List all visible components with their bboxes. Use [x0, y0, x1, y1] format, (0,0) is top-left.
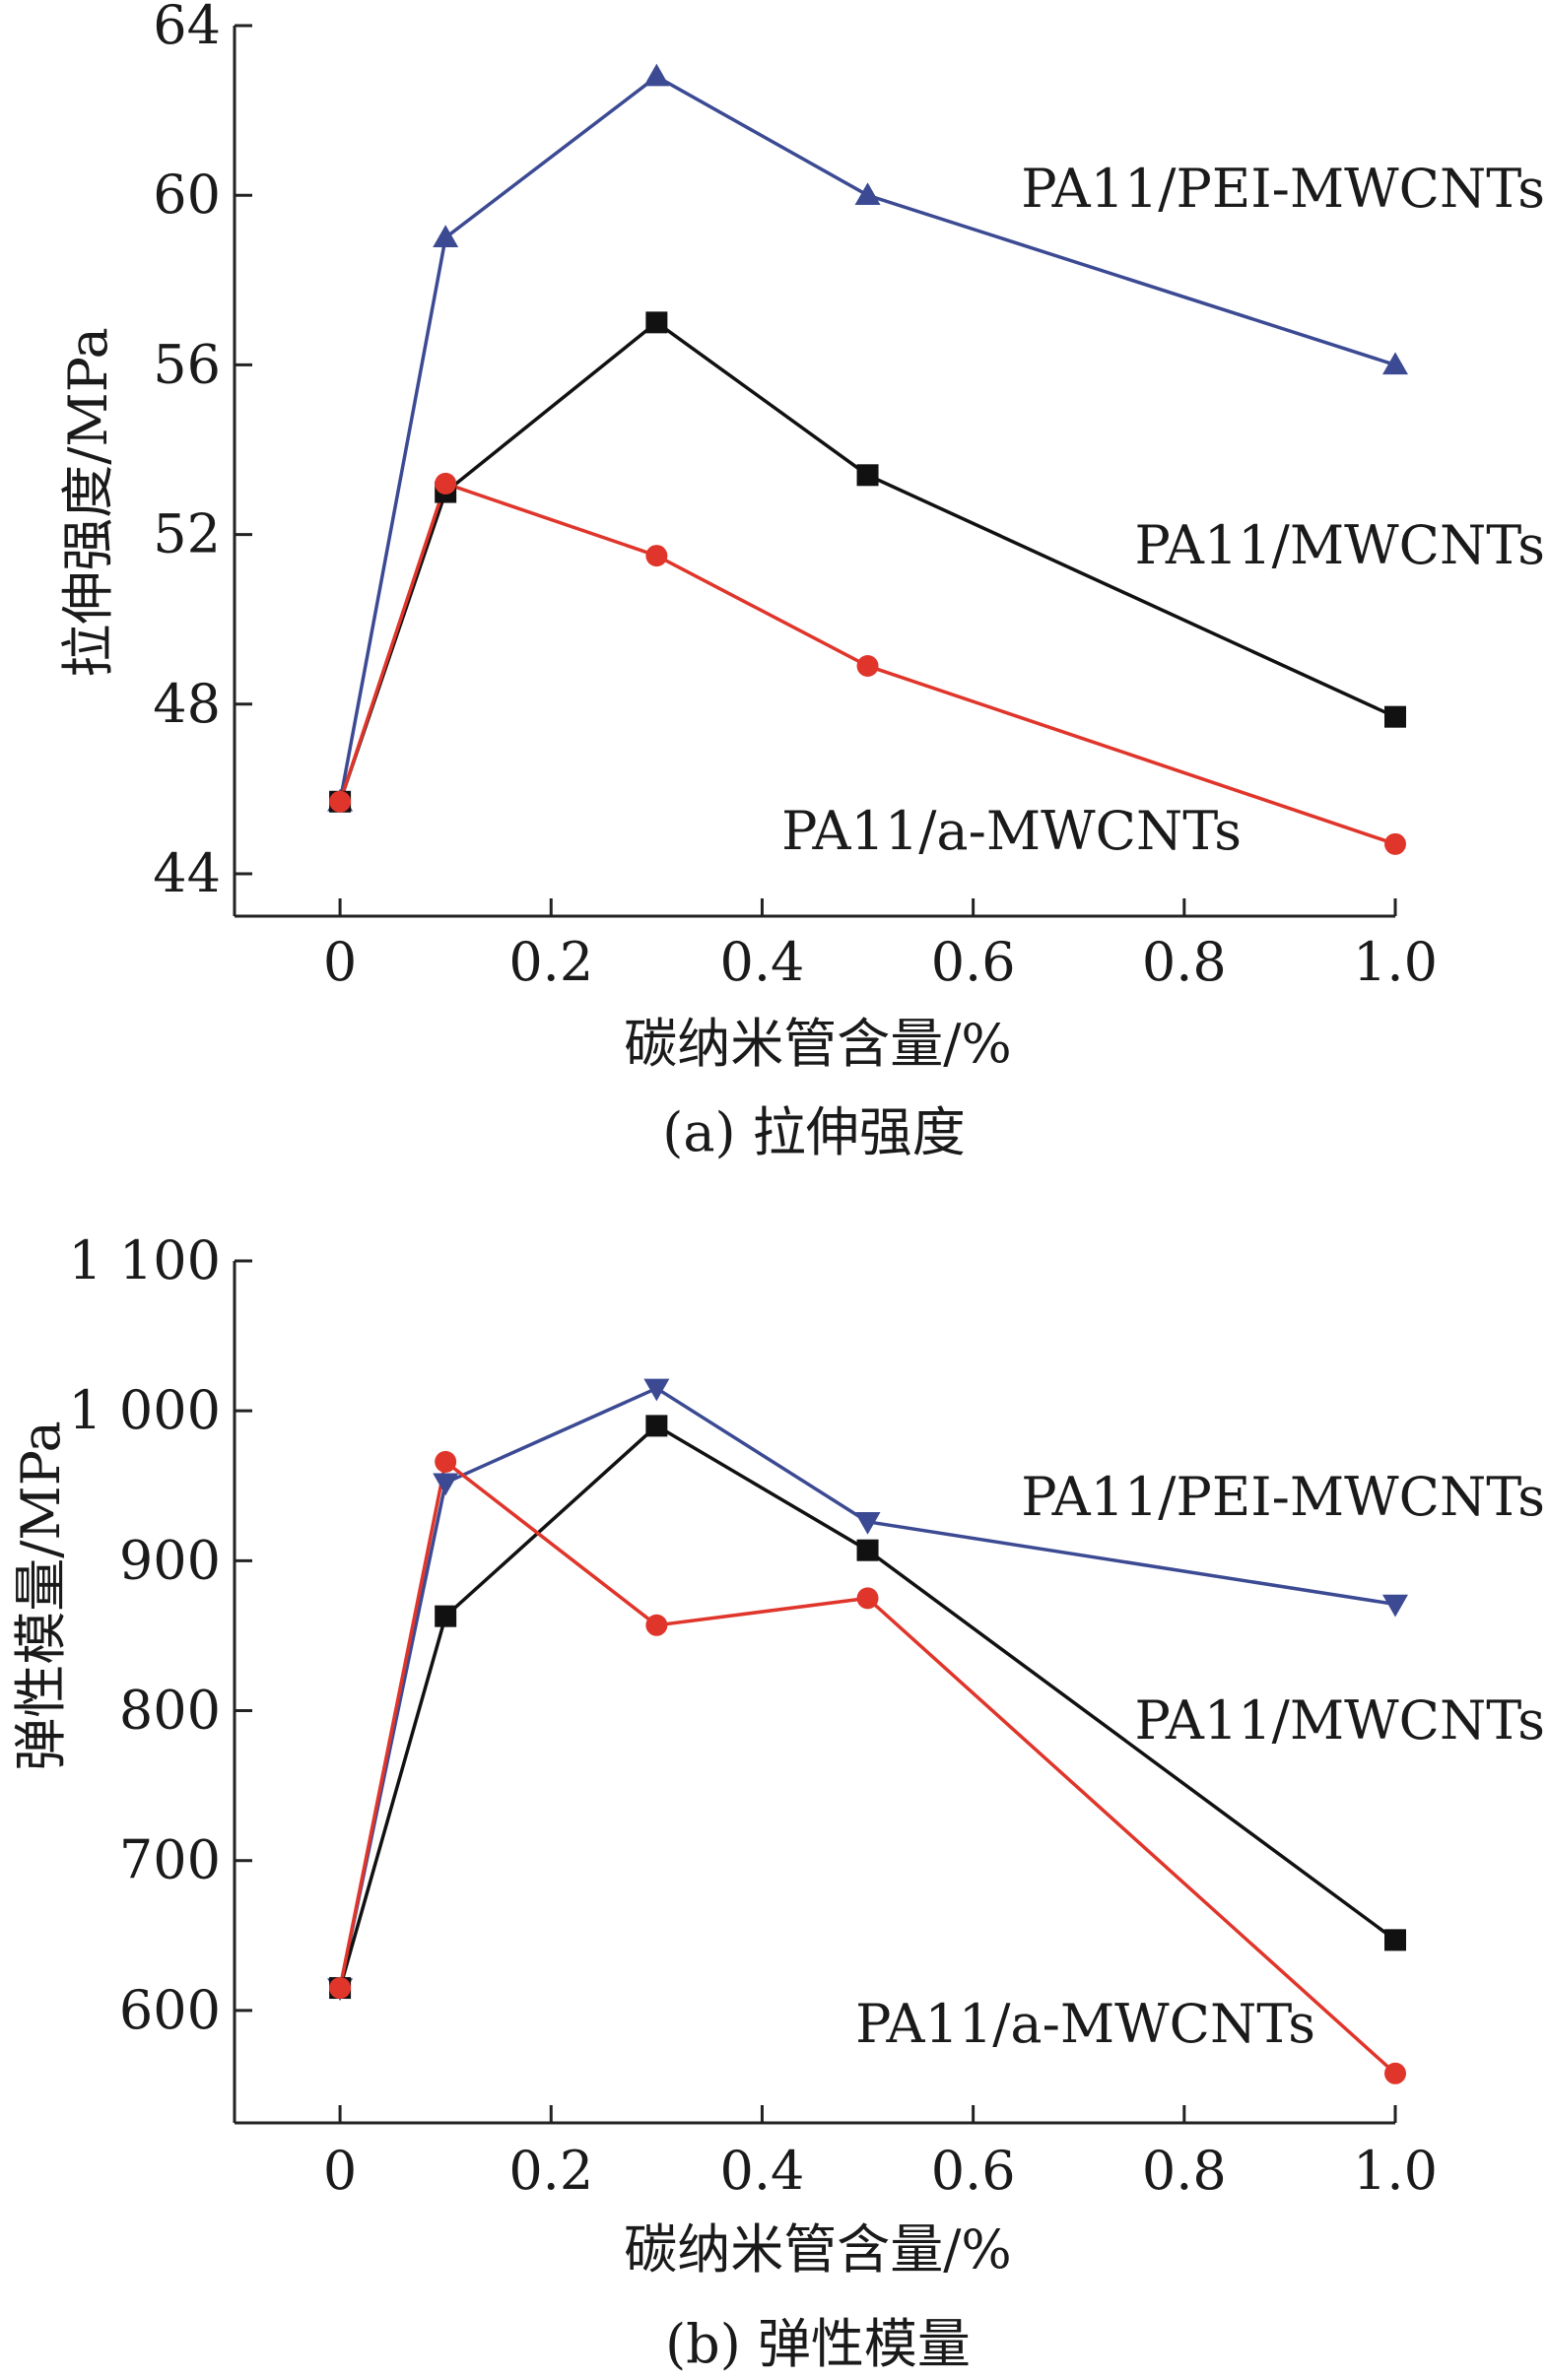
x-tick-label: 0.2	[508, 2140, 593, 2202]
panel-a-markers	[327, 63, 1408, 855]
data-point	[1384, 705, 1406, 728]
panel-a-tick-labels: 44 48 52 56 60 64 0 0.2 0.4 0.6 0.8 1.0	[153, 0, 1438, 993]
panel-b-axes	[233, 1259, 1397, 2125]
y-tick-label: 64	[153, 0, 221, 56]
panel-b-x-axis-label: 碳纳米管含量/%	[624, 2218, 1012, 2281]
data-point	[329, 790, 352, 813]
data-point	[645, 1415, 668, 1437]
data-point	[856, 1587, 879, 1610]
panel-a-x-axis-label: 碳纳米管含量/%	[624, 1013, 1012, 1075]
panel-a-caption: (a) 拉伸强度	[662, 1101, 966, 1163]
series-label-pei: PA11/PEI-MWCNTs	[1021, 1466, 1545, 1528]
y-tick-label: 48	[153, 673, 221, 735]
data-point	[329, 1977, 352, 2000]
data-point	[1382, 352, 1408, 375]
x-tick-label: 0.8	[1142, 2140, 1227, 2202]
data-point	[856, 464, 879, 487]
panel-b-series-labels: PA11/PEI-MWCNTs PA11/MWCNTs PA11/a-MWCNT…	[855, 1466, 1545, 2055]
y-tick-label: 1 100	[68, 1229, 221, 1291]
data-point	[433, 225, 459, 247]
data-point	[1382, 1594, 1408, 1618]
y-tick-label: 800	[119, 1680, 221, 1742]
y-tick-label: 900	[119, 1529, 221, 1591]
data-point	[1384, 832, 1406, 855]
y-tick-label: 44	[153, 842, 221, 904]
data-point	[1384, 2062, 1406, 2084]
y-tick-label: 56	[153, 333, 221, 395]
x-tick-label: 0.6	[931, 931, 1016, 993]
panel-a: 44 48 52 56 60 64 0 0.2 0.4 0.6 0.8 1.0 PA11/PEI-MW…	[57, 0, 1545, 1163]
series-label-pei: PA11/PEI-MWCNTs	[1021, 158, 1545, 220]
x-tick-label: 0.4	[720, 2140, 805, 2202]
data-point	[435, 1450, 457, 1473]
x-tick-label: 0.8	[1142, 931, 1227, 993]
panel-a-series-labels: PA11/PEI-MWCNTs PA11/MWCNTs PA11/a-MWCNT…	[781, 158, 1545, 862]
x-tick-label: 0.2	[508, 931, 593, 993]
x-tick-label: 1.0	[1353, 931, 1438, 993]
panel-b-caption: (b) 弹性模量	[665, 2313, 971, 2375]
data-point	[435, 1605, 457, 1627]
y-tick-label: 60	[153, 164, 221, 226]
data-point	[854, 1512, 881, 1535]
data-point	[1384, 1929, 1406, 1951]
series-label-a-mwcnts: PA11/a-MWCNTs	[855, 1993, 1315, 2055]
series-label-mwcnts: PA11/MWCNTs	[1135, 1689, 1545, 1752]
panel-b-y-axis-label: 弹性模量/MPa	[10, 1421, 72, 1771]
data-point	[645, 311, 668, 334]
series-label-mwcnts: PA11/MWCNTs	[1135, 514, 1545, 576]
data-point	[433, 1473, 459, 1496]
data-point	[856, 1539, 879, 1561]
panel-a-y-axis-label: 拉伸强度/MPa	[57, 327, 119, 678]
data-point	[643, 63, 670, 87]
y-tick-label: 1 000	[68, 1379, 221, 1441]
panel-a-axes	[233, 24, 1397, 918]
data-point	[435, 472, 457, 495]
x-tick-label: 0	[323, 931, 357, 993]
x-tick-label: 0	[323, 2140, 357, 2202]
y-tick-label: 600	[119, 1979, 221, 2041]
series-label-a-mwcnts: PA11/a-MWCNTs	[781, 800, 1242, 862]
data-point	[645, 545, 668, 567]
panel-b-markers	[327, 1378, 1408, 2084]
data-point	[854, 182, 881, 205]
data-point	[643, 1378, 670, 1402]
y-tick-label: 52	[153, 503, 221, 565]
x-tick-label: 1.0	[1353, 2140, 1438, 2202]
x-tick-label: 0.6	[931, 2140, 1016, 2202]
data-point	[645, 1614, 668, 1636]
data-point	[856, 655, 879, 678]
y-tick-label: 700	[119, 1829, 221, 1891]
x-tick-label: 0.4	[720, 931, 805, 993]
